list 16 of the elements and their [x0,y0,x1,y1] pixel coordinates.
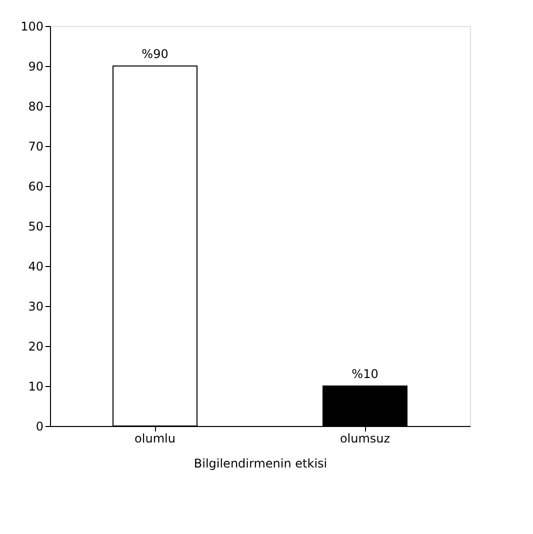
y-tick-label: 80 [28,100,44,114]
y-tick-label: 90 [28,60,44,74]
x-tick-label: olumlu [134,432,176,446]
y-tick-label: 30 [28,300,44,314]
y-tick-label: 60 [28,180,44,194]
x-tick-label: olumsuz [340,432,390,446]
y-tick-label: 0 [36,420,44,434]
y-tick-label: 50 [28,220,44,234]
data-label: %10 [352,367,378,381]
y-tick-label: 40 [28,260,44,274]
y-tick-label: 70 [28,140,44,154]
y-tick-label: 100 [20,20,44,34]
y-tick-label: 20 [28,340,44,354]
y-tick-label: 10 [28,380,44,394]
x-axis-title: Bilgilendirmenin etkisi [194,456,328,470]
data-label: %90 [142,47,168,61]
